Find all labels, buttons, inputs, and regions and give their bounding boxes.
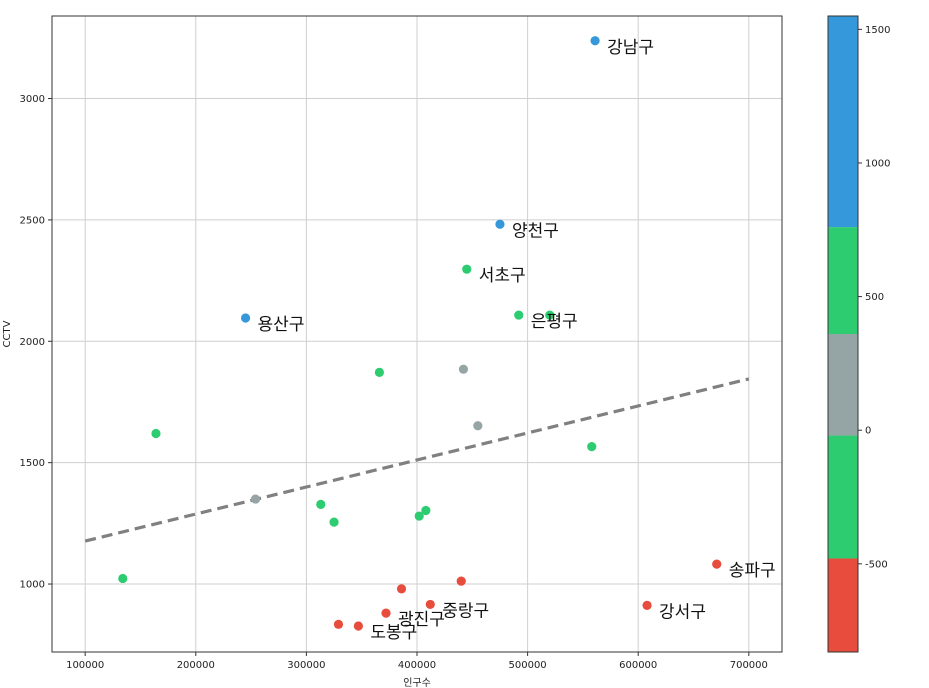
x-tick-label: 200000 <box>177 660 215 671</box>
data-point <box>250 494 261 504</box>
point-label: 서초구 <box>479 266 526 286</box>
data-point <box>642 600 652 610</box>
x-axis-ticks: 100000 200000 300000 400000 500000 600000 7000… <box>66 652 768 671</box>
x-tick-label: 400000 <box>398 660 436 671</box>
data-point <box>456 576 466 586</box>
y-tick-label: 2000 <box>20 337 45 348</box>
data-point <box>151 428 161 439</box>
point-label: 양천구 <box>512 221 559 241</box>
data-point <box>545 310 555 320</box>
data-point <box>495 219 505 229</box>
colorbar-band <box>828 334 858 436</box>
data-point <box>421 505 431 516</box>
data-point <box>381 608 391 618</box>
y-axis-label: CCTV <box>2 320 13 347</box>
colorbar-tick-label: 0 <box>865 426 871 437</box>
colorbar-tick-label: 1000 <box>865 158 890 169</box>
point-label: 송파구 <box>729 561 776 581</box>
data-point <box>514 310 524 320</box>
y-tick-label: 1500 <box>20 458 45 469</box>
x-tick-label: 600000 <box>619 660 657 671</box>
data-point <box>462 264 472 274</box>
point-label: 강서구 <box>659 602 706 622</box>
data-point <box>587 442 597 452</box>
colorbar-tick-label: -500 <box>865 559 888 570</box>
colorbar-tick-label: 500 <box>865 292 884 303</box>
colorbar: -500 0 500 1000 1500 <box>827 15 890 653</box>
point-label: 광진구 <box>398 610 445 630</box>
data-point <box>374 367 384 377</box>
y-tick-label: 1000 <box>20 580 45 591</box>
point-label: 도봉구 <box>370 623 417 643</box>
data-point <box>414 511 424 521</box>
colorbar-tick-label: 1500 <box>865 25 890 36</box>
point-label: 중랑구 <box>442 601 489 621</box>
data-points <box>118 36 722 631</box>
point-label: 은평구 <box>531 312 578 332</box>
colorbar-frame <box>827 15 859 653</box>
x-tick-label: 700000 <box>730 660 768 671</box>
colorbar-band <box>828 227 858 334</box>
x-tick-label: 100000 <box>66 660 104 671</box>
y-tick-label: 2500 <box>20 215 45 226</box>
data-point <box>333 619 344 629</box>
colorbar-band <box>828 558 858 652</box>
x-tick-label: 500000 <box>509 660 547 671</box>
data-point <box>316 499 326 510</box>
data-point <box>353 621 363 631</box>
trend-line-group <box>84 377 750 543</box>
y-axis-ticks: 1000 1500 2000 2500 3000 <box>20 94 52 591</box>
data-point <box>118 573 128 584</box>
y-tick-label: 3000 <box>20 94 45 105</box>
data-point <box>458 364 469 374</box>
data-point <box>329 517 339 527</box>
point-label: 강남구 <box>607 38 654 58</box>
data-point <box>425 599 435 610</box>
colorbar-band <box>828 16 858 228</box>
x-axis-label: 인구수 <box>403 677 431 688</box>
x-tick-label: 300000 <box>287 660 325 671</box>
colorbar-band <box>828 435 858 559</box>
data-point <box>590 36 600 46</box>
point-label: 용산구 <box>258 315 305 335</box>
grid-lines <box>52 16 782 652</box>
trend-line <box>84 377 750 543</box>
data-point <box>712 559 722 569</box>
data-point <box>396 584 407 594</box>
data-point <box>473 421 483 431</box>
data-point <box>240 313 251 323</box>
